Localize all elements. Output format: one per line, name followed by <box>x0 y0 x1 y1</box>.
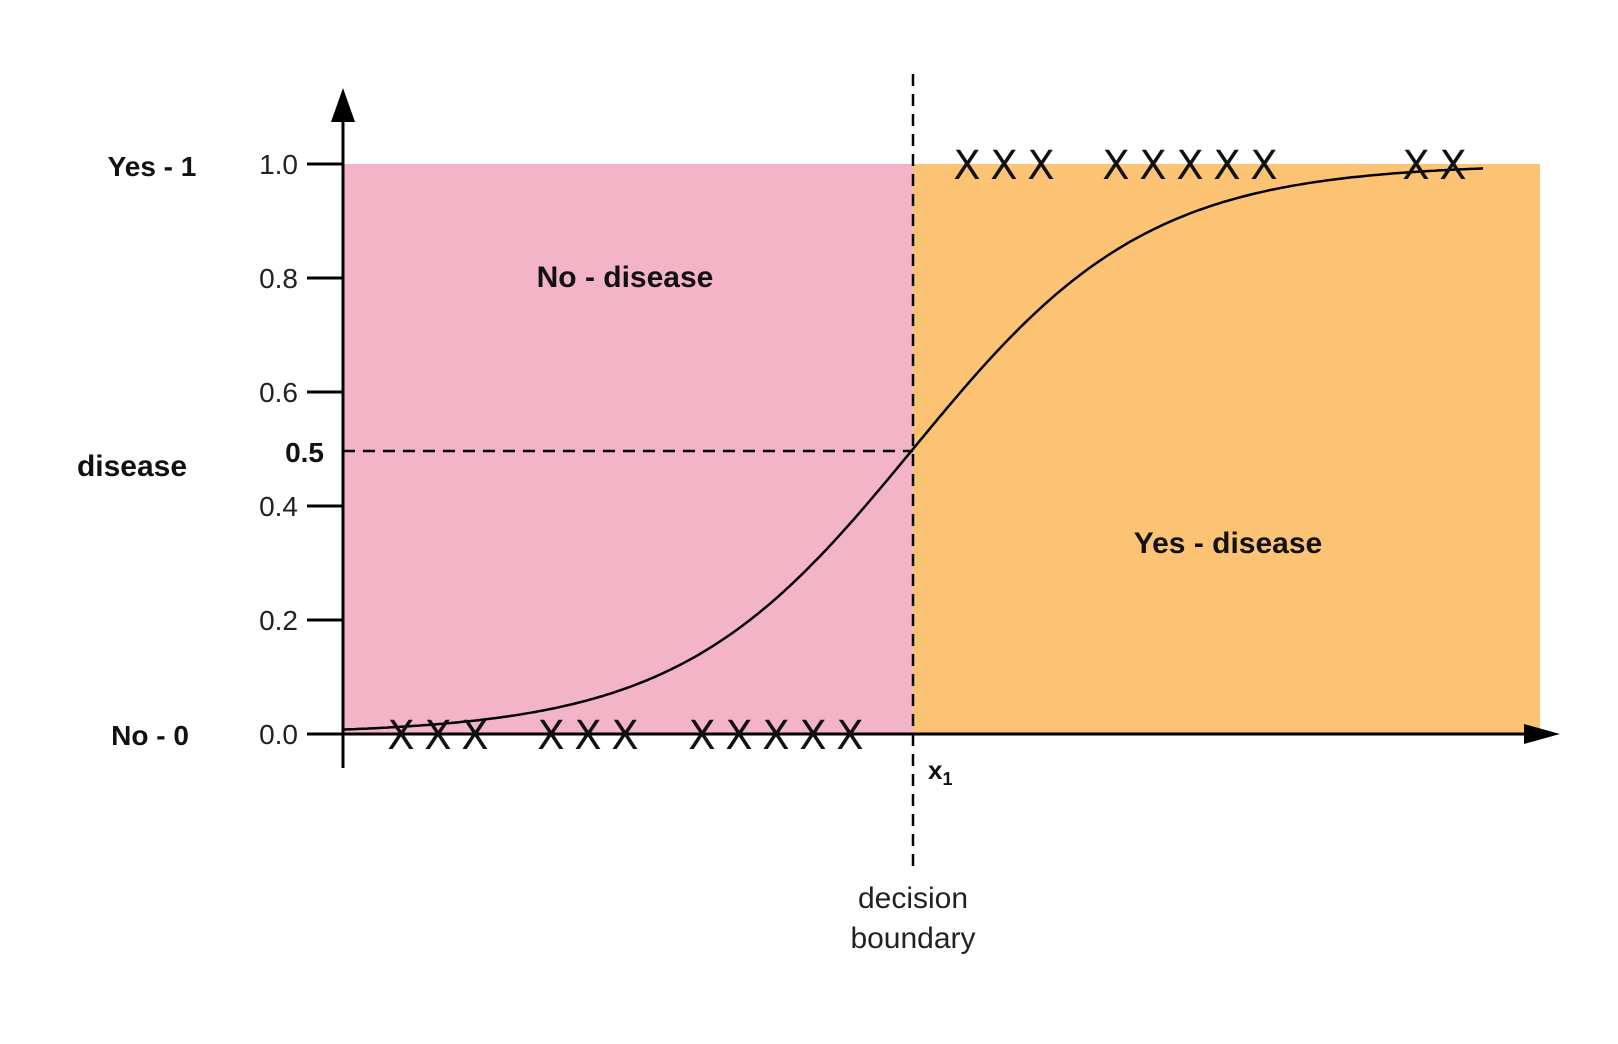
data-point-marker: X <box>990 143 1017 189</box>
decision-boundary-label-line1: decision <box>858 882 968 915</box>
data-point-marker: X <box>1250 143 1277 189</box>
x-axis-label: x1 <box>928 755 952 789</box>
data-point-marker: X <box>836 713 863 759</box>
threshold-label: 0.5 <box>285 437 324 468</box>
y-tick-label: 1.0 <box>259 149 298 180</box>
data-point-marker: X <box>725 713 752 759</box>
data-point-marker: X <box>762 713 789 759</box>
y-ticks: 0.0 0.2 0.4 0.6 0.8 1.0 <box>259 149 343 750</box>
data-point-marker: X <box>424 713 451 759</box>
y-tick-label: 0.8 <box>259 263 298 294</box>
data-point-marker: X <box>574 713 601 759</box>
x-axis-label-subscript: 1 <box>942 769 952 789</box>
y-tick-label: 0.4 <box>259 491 298 522</box>
data-point-marker: X <box>688 713 715 759</box>
no-disease-region <box>343 164 913 734</box>
data-point-marker: X <box>1139 143 1166 189</box>
y-axis-arrow <box>331 88 355 122</box>
decision-boundary-label-line2: boundary <box>850 922 975 955</box>
yes-disease-region <box>913 164 1540 734</box>
data-point-marker: X <box>953 143 980 189</box>
data-point-marker: X <box>1213 143 1240 189</box>
data-point-marker: X <box>1027 143 1054 189</box>
x-axis-label-base: x <box>928 755 943 785</box>
data-point-marker: X <box>611 713 638 759</box>
sigmoid-curve <box>342 167 1484 731</box>
data-point-marker: X <box>1176 143 1203 189</box>
y-tick-label: 0.2 <box>259 605 298 636</box>
data-point-marker: X <box>799 713 826 759</box>
data-point-marker: X <box>1402 143 1429 189</box>
no-disease-label: No - disease <box>537 261 714 294</box>
y-axis-label: disease <box>77 450 187 483</box>
data-markers: X X X X X X X X X X XX X X X X X X X X X <box>387 143 1466 759</box>
data-point-marker: X <box>1439 143 1466 189</box>
class-label-yes: Yes - 1 <box>108 151 197 182</box>
data-point-marker: X <box>1102 143 1129 189</box>
class-label-no: No - 0 <box>111 720 189 751</box>
data-point-marker: X <box>387 713 414 759</box>
x-axis-arrow <box>1524 724 1560 744</box>
yes-disease-label: Yes - disease <box>1134 527 1322 560</box>
y-tick-label: 0.6 <box>259 377 298 408</box>
y-tick-label: 0.0 <box>259 719 298 750</box>
data-point-marker: X <box>461 713 488 759</box>
data-point-marker: X <box>537 713 564 759</box>
